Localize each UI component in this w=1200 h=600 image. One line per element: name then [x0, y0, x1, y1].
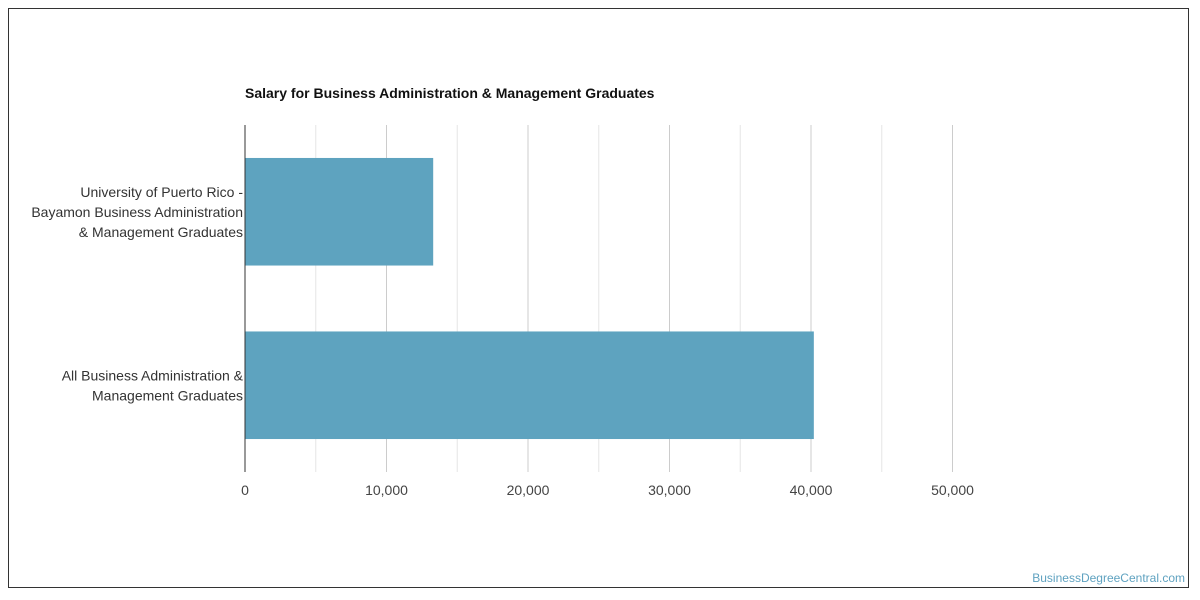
category-label-2: All Business Administration & Management … — [62, 367, 244, 403]
x-tick-label: 50,000 — [931, 482, 974, 498]
x-tick-label: 10,000 — [365, 482, 408, 498]
site-watermark[interactable]: BusinessDegreeCentral.com — [1032, 571, 1185, 585]
x-tick-label: 30,000 — [648, 482, 691, 498]
bar-layer — [245, 157, 814, 440]
label-layer: University of Puerto Rico -Bayamon Busin… — [31, 184, 974, 498]
x-tick-label: 20,000 — [507, 482, 550, 498]
bar-1[interactable] — [245, 157, 434, 266]
chart-title: Salary for Business Administration & Man… — [245, 85, 655, 101]
x-tick-label: 40,000 — [790, 482, 833, 498]
category-label-1: University of Puerto Rico -Bayamon Busin… — [31, 184, 243, 240]
bar-2[interactable] — [245, 331, 814, 440]
x-tick-label: 0 — [241, 482, 249, 498]
